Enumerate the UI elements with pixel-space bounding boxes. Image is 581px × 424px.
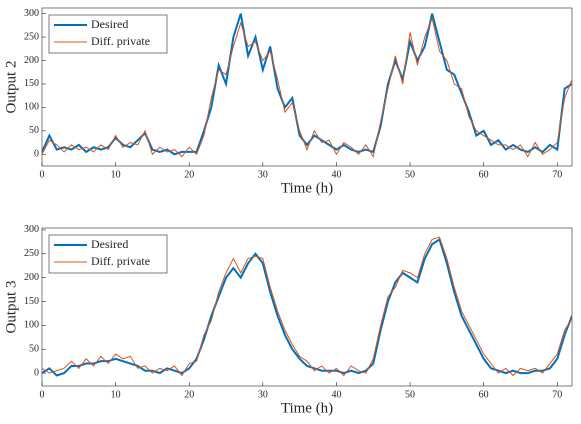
axes-box: [41, 227, 573, 387]
x-tick-label: 30: [258, 389, 268, 400]
x-tick-label: 50: [405, 169, 415, 180]
legend-label: Desired: [91, 17, 128, 31]
y-tick-label: 200: [24, 55, 39, 66]
legend-label: Desired: [91, 237, 128, 251]
x-tick-label: 60: [479, 169, 489, 180]
x-tick-label: 50: [405, 389, 415, 400]
subplot: 0 10 20 30 40 50 60 70 0 50 100 150 200 250 300 Time (h…: [3, 7, 573, 196]
x-tick-label: 20: [184, 389, 194, 400]
y-tick-label: 250: [24, 31, 39, 42]
subplot: 0 10 20 30 40 50 60 70 0 50 100 150 200 250 300 Time (h…: [3, 224, 573, 416]
y-tick-label: 50: [29, 344, 39, 355]
y-tick-label: 250: [24, 248, 39, 259]
x-tick-label: 10: [111, 169, 121, 180]
y-tick-label: 150: [24, 78, 39, 89]
line-series: [42, 16, 572, 158]
x-tick-label: 10: [111, 389, 121, 400]
line-series: [42, 13, 572, 156]
x-tick-label: 60: [479, 389, 489, 400]
x-tick-label: 0: [40, 169, 45, 180]
y-tick-label: 100: [24, 320, 39, 331]
y-tick-label: 200: [24, 272, 39, 283]
y-tick-label: 0: [34, 367, 39, 378]
y-tick-label: 100: [24, 102, 39, 113]
line-series: [42, 236, 572, 377]
x-tick-label: 20: [184, 169, 194, 180]
axes-box: [41, 7, 573, 167]
legend-box: [48, 14, 168, 54]
line-series: [42, 237, 572, 377]
x-tick-label: 70: [552, 169, 562, 180]
x-tick-label: 0: [40, 389, 45, 400]
y-axis-label: Output 3: [3, 281, 19, 334]
y-tick-label: 300: [24, 224, 39, 235]
y-axis-label: Output 2: [3, 61, 19, 114]
x-tick-label: 30: [258, 169, 268, 180]
x-tick-label: 40: [331, 389, 341, 400]
x-tick-label: 40: [331, 169, 341, 180]
y-tick-label: 150: [24, 296, 39, 307]
x-axis-label: Time (h): [281, 400, 333, 416]
legend-label: Diff. private: [91, 254, 150, 268]
y-tick-label: 300: [24, 8, 39, 19]
x-tick-label: 70: [552, 389, 562, 400]
y-tick-label: 50: [29, 125, 39, 136]
y-tick-label: 0: [34, 149, 39, 160]
legend-box: [48, 234, 168, 274]
legend-label: Diff. private: [91, 34, 150, 48]
x-axis-label: Time (h): [281, 180, 333, 196]
